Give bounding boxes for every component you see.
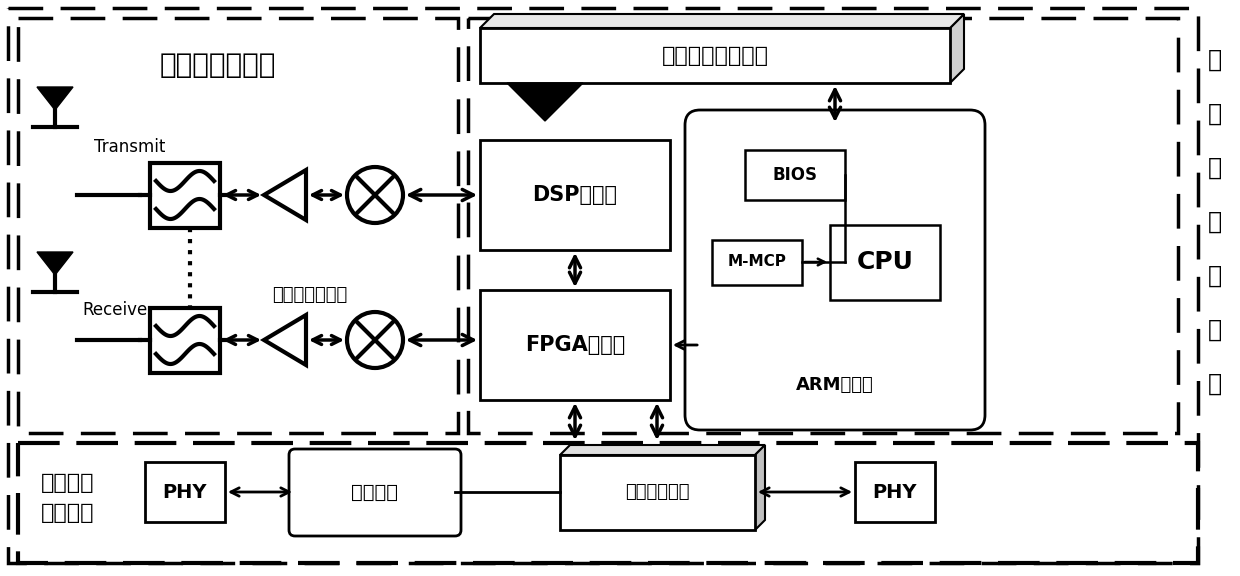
Bar (145, 462, 224, 522)
Polygon shape (37, 252, 73, 275)
Bar (480, 28, 950, 83)
Text: 可重构无线模块: 可重构无线模块 (160, 51, 277, 79)
Bar (830, 225, 940, 300)
Text: 通信模块: 通信模块 (41, 503, 94, 523)
Text: PHY: PHY (873, 483, 918, 502)
Circle shape (347, 167, 403, 223)
Text: 控: 控 (1208, 210, 1223, 234)
Text: Transmit: Transmit (94, 138, 166, 156)
Circle shape (347, 312, 403, 368)
Polygon shape (560, 445, 765, 455)
Bar (19, 18, 458, 433)
Polygon shape (264, 170, 306, 220)
Text: CPU: CPU (857, 250, 914, 274)
Bar (150, 162, 219, 228)
Text: 总线通讯板卡: 总线通讯板卡 (625, 483, 689, 501)
Polygon shape (950, 14, 963, 83)
Bar (19, 443, 1198, 563)
Bar (560, 455, 755, 530)
Text: DSP子系统: DSP子系统 (532, 185, 618, 205)
Text: 制: 制 (1208, 264, 1223, 288)
Text: 宽频带射频通道: 宽频带射频通道 (273, 286, 347, 304)
Polygon shape (37, 87, 73, 110)
Text: 构: 构 (1208, 156, 1223, 180)
Text: 块: 块 (1208, 372, 1223, 396)
Bar (467, 18, 1178, 433)
FancyBboxPatch shape (684, 110, 985, 430)
Text: FPGA子系统: FPGA子系统 (525, 335, 625, 355)
FancyBboxPatch shape (289, 449, 461, 536)
Bar (745, 150, 844, 200)
Text: 配置收发通信接口: 配置收发通信接口 (661, 46, 769, 66)
Text: 光收发器: 光收发器 (351, 483, 398, 502)
Text: PHY: PHY (162, 483, 207, 502)
Polygon shape (755, 445, 765, 530)
Text: BIOS: BIOS (773, 166, 817, 184)
Text: 重: 重 (1208, 102, 1223, 126)
Text: 通用有线: 通用有线 (41, 473, 94, 493)
Polygon shape (480, 14, 963, 28)
Bar (480, 140, 670, 250)
Bar (150, 308, 219, 373)
Text: 可: 可 (1208, 48, 1223, 72)
Bar (480, 290, 670, 400)
Text: Receive: Receive (82, 301, 148, 319)
Polygon shape (264, 315, 306, 365)
Text: ARM子系统: ARM子系统 (796, 376, 874, 394)
Bar (856, 462, 935, 522)
Polygon shape (507, 83, 583, 121)
Text: M-MCP: M-MCP (728, 255, 786, 270)
Bar (712, 240, 802, 285)
Text: 模: 模 (1208, 318, 1223, 342)
